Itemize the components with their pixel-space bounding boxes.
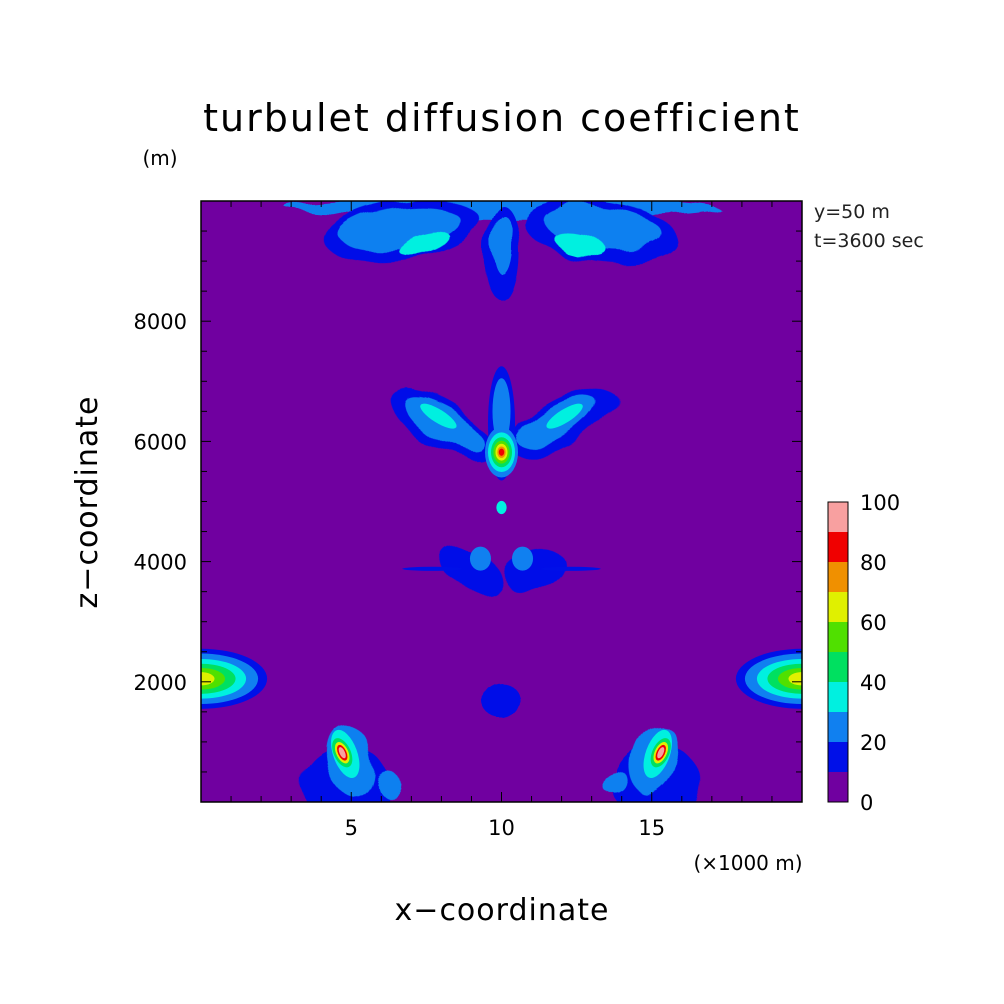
y-tick-label: 8000 [134,310,187,334]
colorbar-tick-label: 20 [860,731,887,755]
x-tick-label: 10 [488,816,515,840]
y-tick-label: 6000 [134,430,187,454]
x-axis-ticks: 5 10 15 [230,201,773,840]
y-axis-ticks: 2000 4000 6000 8000 [134,230,802,773]
x-tick-label: 5 [345,816,358,840]
annotation-y: y=50 m [814,201,890,223]
right-surface-plume-level-9 [657,747,665,759]
colorbar-swatch [828,712,848,742]
left-surface-plume-level-9 [338,747,346,759]
colorbar-swatch [828,622,848,652]
colorbar-tick-label: 0 [860,791,873,815]
colorbar-tick-label: 80 [860,551,887,575]
upper-center-column-inner [491,213,512,274]
colorbar-swatch [828,772,848,802]
mid-right-wing-core [546,403,583,429]
colorbar-tick-label: 40 [860,671,887,695]
upper-right-streak [553,230,606,256]
mid-center-column-inner [492,378,511,445]
lower-left-plume-inner [469,546,491,571]
small-cell [496,500,507,515]
field-contours [201,201,802,802]
colorbar-swatch [828,742,848,772]
lower-right-plume-inner [512,546,534,571]
colorbar-swatch [828,652,848,682]
colorbar: 0 20 40 60 80 100 [827,491,900,815]
x-tick-label: 15 [638,816,665,840]
y-tick-label: 2000 [134,671,187,695]
right-surface-plume-streak [602,770,630,798]
x-axis-title: x−coordinate [395,893,610,928]
chart-title: turbulet diffusion coefficient [203,96,801,140]
annotation-t: t=3600 sec [814,230,924,252]
central-blob [482,683,521,720]
lower-right-filament [540,566,601,571]
colorbar-tick-label: 60 [860,611,887,635]
core-level-8 [498,448,505,456]
colorbar-swatch [828,502,848,532]
left-surface-plume-streak [373,770,401,798]
colorbar-frame [827,501,849,803]
mid-left-wing-core [420,403,457,429]
colorbar-tick-label: 100 [860,491,900,515]
y-unit-label: (m) [142,146,177,170]
x-unit-label: (×1000 m) [693,851,802,875]
lower-left-filament [402,566,463,571]
y-axis-title: z−coordinate [70,396,105,609]
y-tick-label: 4000 [134,551,187,575]
colorbar-swatch [828,532,848,562]
colorbar-swatch [828,592,848,622]
colorbar-swatch [828,562,848,592]
colorbar-swatch [828,682,848,712]
upper-left-streak [397,230,450,256]
